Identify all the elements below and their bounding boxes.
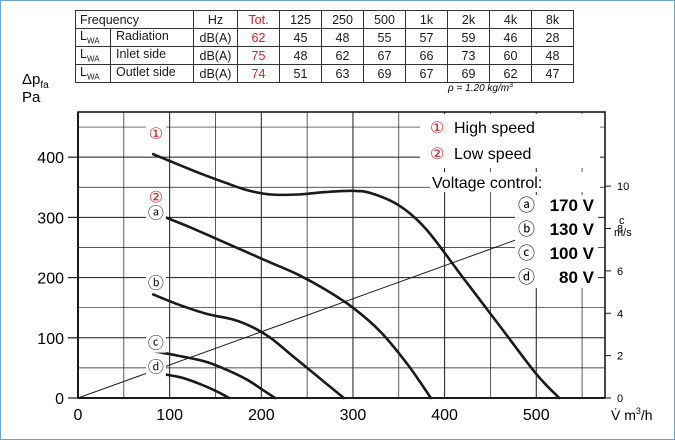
y-tick-label: 0 bbox=[55, 391, 64, 408]
cell: 48 bbox=[531, 46, 574, 65]
voltage-title: Voltage control: bbox=[432, 175, 542, 192]
legend-low-label: Low speed bbox=[454, 146, 531, 163]
x-tick-label: 500 bbox=[523, 407, 550, 424]
curve-markers: ① ②ⓐ ⓑ ⓒ ⓓ bbox=[145, 125, 166, 377]
fan-curve-1 bbox=[151, 152, 561, 400]
legend-low-marker: ② bbox=[430, 146, 444, 163]
fan-curve-2 bbox=[151, 211, 433, 400]
x-tick-label: 200 bbox=[248, 407, 275, 424]
curve-marker-backdrop bbox=[145, 188, 166, 207]
legend-backdrop bbox=[420, 114, 600, 168]
cell: 46 bbox=[489, 28, 532, 47]
sound-data-table: Frequency Hz Tot. 125 250 500 1k 2k 4k 8… bbox=[75, 10, 574, 83]
curve-marker: ⓑ bbox=[148, 274, 164, 292]
right-tick-label: 6 bbox=[617, 266, 623, 278]
voltage-backdrop bbox=[430, 172, 600, 192]
fan-curve-3 bbox=[151, 293, 346, 400]
right-tick-label: 8 bbox=[617, 224, 623, 236]
header-hz: Hz bbox=[193, 10, 238, 29]
x-tick-label: 0 bbox=[74, 407, 83, 424]
curve-marker: ① bbox=[149, 126, 163, 143]
header-500: 500 bbox=[363, 10, 406, 29]
x-tick-label: 300 bbox=[340, 407, 367, 424]
voltage-marker-d: ⓓ bbox=[518, 268, 535, 287]
x-tick-label: 100 bbox=[156, 407, 183, 424]
x-axis-label: V̇ m3/h bbox=[611, 406, 653, 423]
cell: 63 bbox=[321, 64, 364, 83]
right-axis-label: c bbox=[619, 215, 625, 227]
cell: 73 bbox=[447, 46, 490, 65]
x-tick-label: 400 bbox=[431, 407, 458, 424]
legend: ① High speed ② Low speed Voltage control… bbox=[420, 114, 600, 288]
row-unit: dB(A) bbox=[193, 28, 238, 47]
table-row-radiation: LWA Radiation dB(A) 62 45 48 55 57 59 46 … bbox=[75, 28, 574, 47]
curve-marker-backdrop bbox=[145, 125, 166, 144]
curve-marker-backdrop bbox=[145, 334, 166, 353]
voltage-marker-c: ⓒ bbox=[518, 244, 535, 263]
right-tick-label: 10 bbox=[617, 181, 629, 193]
header-8k: 8k bbox=[531, 10, 574, 29]
curve-marker: ② bbox=[149, 189, 163, 206]
y-tick-label: 200 bbox=[37, 271, 64, 288]
curve-marker-backdrop bbox=[145, 358, 166, 377]
cell: 51 bbox=[279, 64, 322, 83]
y-axis-unit: Pa bbox=[22, 89, 41, 106]
table-row-outlet: LWA Outlet side dB(A) 74 51 63 69 67 69 6… bbox=[75, 64, 574, 83]
y-tick-label: 100 bbox=[37, 331, 64, 348]
cell: 47 bbox=[531, 64, 574, 83]
axis-ticks: 0 100 200 300 400 500 0 100 200 300 400 0 2 4 6 8 10 bbox=[37, 150, 629, 424]
fan-curve-5 bbox=[151, 371, 231, 400]
voltage-label-d: 80 V bbox=[559, 268, 595, 287]
y-tick-label: 400 bbox=[37, 150, 64, 167]
table-header-row: Frequency Hz Tot. 125 250 500 1k 2k 4k 8… bbox=[75, 10, 574, 29]
curve-marker: ⓒ bbox=[148, 335, 164, 353]
right-axis-unit: m/s bbox=[614, 227, 632, 239]
right-tick-label: 4 bbox=[617, 308, 623, 320]
voltage-marker-b: ⓑ bbox=[518, 220, 535, 239]
fan-curve-4 bbox=[151, 349, 277, 400]
voltage-label-c: 100 V bbox=[550, 244, 595, 263]
row-label: LWA Radiation bbox=[75, 28, 194, 47]
header-250: 250 bbox=[321, 10, 364, 29]
curve-marker: ⓓ bbox=[148, 359, 164, 377]
row-label: LWA Inlet side bbox=[75, 46, 194, 65]
cell: 48 bbox=[279, 46, 322, 65]
right-tick-label: 0 bbox=[617, 393, 623, 405]
right-tick-label: 2 bbox=[617, 351, 623, 363]
density-note: ρ = 1.20 kg/m3 bbox=[447, 82, 513, 94]
table-row-inlet: LWA Inlet side dB(A) 75 48 62 67 66 73 60… bbox=[75, 46, 574, 65]
voltage-marker-a: ⓐ bbox=[518, 196, 535, 215]
curve-marker: ⓐ bbox=[148, 205, 164, 223]
cell: 67 bbox=[363, 46, 406, 65]
voltage-label-a: 170 V bbox=[550, 196, 595, 215]
row-unit: dB(A) bbox=[193, 64, 238, 83]
y-tick-label: 300 bbox=[37, 210, 64, 227]
curve-marker-backdrop bbox=[145, 204, 166, 223]
curve-marker-backdrop bbox=[145, 274, 166, 293]
y-axis-label: Δpfa bbox=[22, 71, 49, 91]
row-label: LWA Outlet side bbox=[75, 64, 194, 83]
voltage-list-backdrop bbox=[515, 195, 598, 288]
voltage-label-b: 130 V bbox=[550, 220, 595, 239]
legend-high-label: High speed bbox=[454, 120, 535, 137]
legend-high-marker: ① bbox=[430, 120, 444, 137]
